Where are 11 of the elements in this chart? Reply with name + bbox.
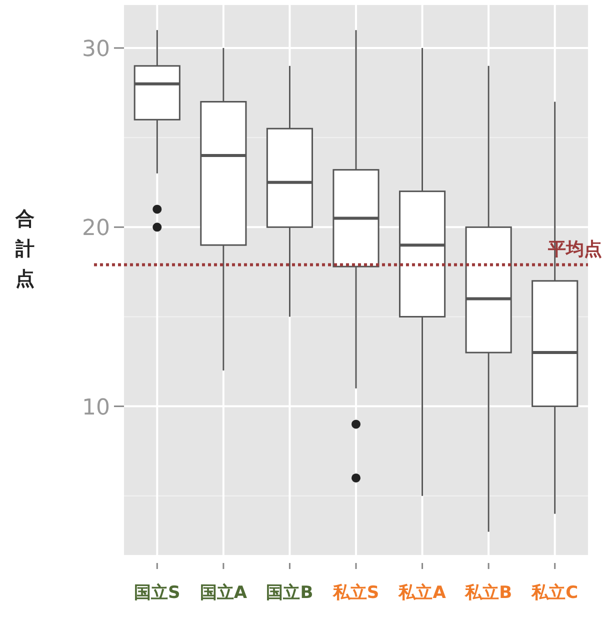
x-tick-label: 国立B [266, 583, 314, 603]
y-tick-label: 20 [82, 216, 110, 242]
y-tick-label: 30 [82, 36, 110, 62]
x-tick-label: 国立S [134, 583, 180, 603]
y-tick-label: 10 [82, 395, 110, 420]
x-tick-label: 私立C [530, 583, 578, 603]
x-tick-label: 国立A [200, 583, 248, 603]
x-tick-label: 私立S [332, 583, 380, 603]
y-axis-title: 合計点 [14, 208, 34, 290]
x-tick-label: 私立A [398, 583, 447, 603]
x-tick-label: 私立B [464, 583, 512, 603]
